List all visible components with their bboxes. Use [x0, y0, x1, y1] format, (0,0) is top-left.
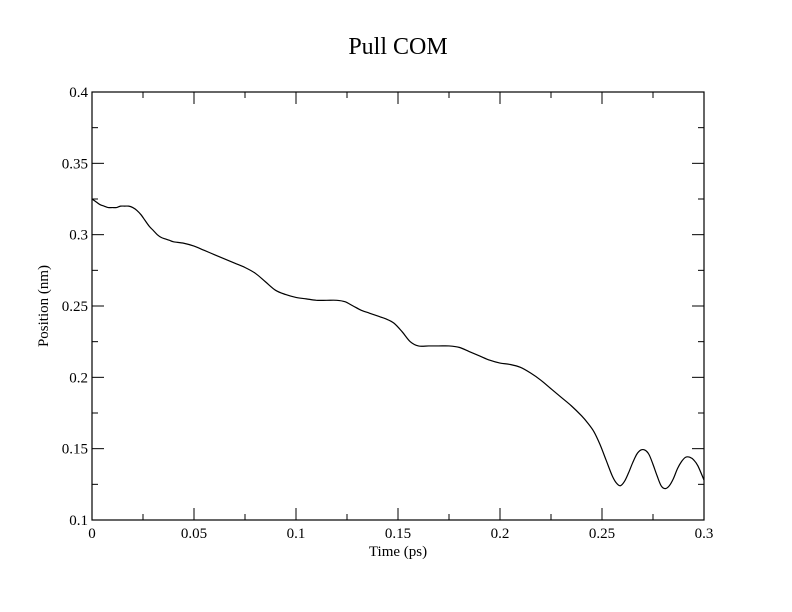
y-axis-label: Position (nm)	[36, 265, 52, 347]
tick-labels-layer: 0 0.05 0.1 0.15 0.2 0.25 0.3 0.1 0.15 0.2 0.25 0.3 0…	[62, 85, 714, 542]
y-tick-label: 0.4	[69, 85, 88, 101]
y-tick-label: 0.25	[62, 299, 88, 315]
y-tick-label: 0.2	[69, 370, 88, 386]
x-tick-label: 0	[88, 526, 96, 542]
y-tick-label: 0.35	[62, 156, 88, 172]
chart-title: Pull COM	[348, 34, 447, 60]
y-tick-label: 0.15	[62, 442, 88, 458]
series-line-position	[91, 198, 705, 490]
x-tick-label: 0.2	[491, 526, 510, 542]
x-tick-label: 0.05	[181, 526, 207, 542]
y-tick-label: 0.1	[69, 513, 88, 529]
x-axis-label: Time (ps)	[369, 544, 427, 560]
x-tick-label: 0.25	[589, 526, 615, 542]
x-tick-label: 0.3	[695, 526, 714, 542]
plot-frame	[91, 91, 705, 521]
y-tick-label: 0.3	[69, 228, 88, 244]
x-tick-label: 0.1	[287, 526, 306, 542]
x-tick-label: 0.15	[385, 526, 411, 542]
